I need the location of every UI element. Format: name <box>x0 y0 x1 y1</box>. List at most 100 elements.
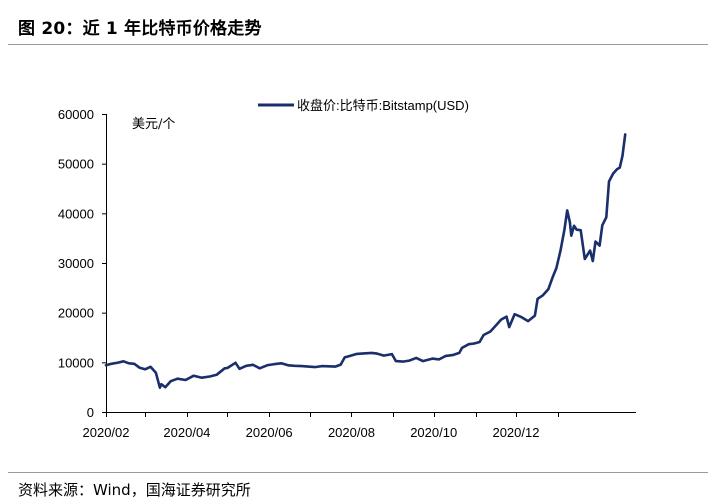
data-point <box>363 352 365 354</box>
data-point <box>327 365 330 367</box>
data-point <box>259 367 261 369</box>
data-point <box>483 334 485 336</box>
data-point <box>621 155 624 157</box>
data-point <box>274 363 276 365</box>
data-point <box>105 364 107 366</box>
data-point <box>624 133 626 135</box>
data-point <box>547 288 549 290</box>
legend-label: 收盘价:比特币:Bitstamp(USD) <box>297 98 469 113</box>
data-point <box>110 363 112 365</box>
data-point <box>402 361 404 363</box>
series-group <box>104 133 627 389</box>
x-tick-label: 2020/04 <box>163 425 210 440</box>
data-point <box>452 354 454 356</box>
data-point <box>527 320 529 322</box>
data-point <box>520 316 523 318</box>
y-tick-label: 10000 <box>58 355 94 370</box>
data-point <box>159 387 161 389</box>
data-point <box>608 180 610 183</box>
data-point <box>216 374 218 376</box>
series-line <box>104 133 627 389</box>
data-point <box>592 260 594 262</box>
data-point <box>395 360 397 362</box>
x-tick-label: 2020/12 <box>492 425 539 440</box>
y-tick-group: 0 10000 20000 30000 40000 50000 60000 <box>58 107 106 420</box>
legend: 收盘价:比特币:Bitstamp(USD) <box>258 98 469 113</box>
y-tick-label: 50000 <box>58 157 94 172</box>
figure-title: 图 20：近 1 年比特币价格走势 <box>18 19 262 39</box>
data-point <box>376 353 378 355</box>
data-point <box>164 386 166 388</box>
data-point <box>176 378 179 380</box>
data-point <box>619 167 621 169</box>
data-point <box>280 362 282 364</box>
data-point <box>340 364 342 366</box>
data-point <box>570 235 572 237</box>
data-point <box>616 168 618 170</box>
data-point <box>267 364 269 366</box>
data-point <box>479 341 481 343</box>
data-point <box>321 365 323 367</box>
x-tick-label: 2020/06 <box>246 425 293 440</box>
data-point <box>209 375 211 378</box>
data-point <box>445 355 447 357</box>
data-point <box>458 352 460 354</box>
data-point <box>238 368 241 370</box>
data-point <box>563 228 566 230</box>
data-point <box>569 221 571 223</box>
data-point <box>555 267 558 269</box>
data-point <box>383 355 385 357</box>
data-point <box>294 365 296 367</box>
data-point <box>584 258 586 260</box>
data-point <box>573 225 575 227</box>
x-tick-label: 2020/10 <box>410 425 457 440</box>
data-point <box>245 365 247 367</box>
source-note: 资料来源：Wind，国海证券研究所 <box>18 481 251 499</box>
data-point <box>314 366 316 368</box>
data-point <box>117 362 119 364</box>
data-point <box>122 360 125 362</box>
data-point <box>356 353 358 355</box>
y-tick-label: 30000 <box>58 256 94 271</box>
data-point <box>505 316 508 318</box>
y-tick-label: 20000 <box>58 306 94 321</box>
data-point <box>489 330 491 333</box>
bottom-divider <box>8 472 708 473</box>
data-point <box>415 357 417 359</box>
data-point <box>408 360 410 362</box>
data-point <box>496 323 498 325</box>
data-point <box>391 353 393 355</box>
data-point <box>461 347 463 349</box>
data-point <box>589 250 591 252</box>
top-divider <box>8 44 708 45</box>
data-point <box>334 366 336 368</box>
data-point <box>576 229 578 231</box>
data-point <box>149 366 152 368</box>
data-point <box>438 358 440 360</box>
data-point <box>252 364 254 366</box>
data-point <box>224 367 226 369</box>
y-tick-label: 40000 <box>58 206 94 221</box>
data-point <box>468 343 470 345</box>
x-tick-label: 2020/02 <box>83 425 130 440</box>
data-point <box>559 250 562 252</box>
data-point <box>537 298 539 300</box>
x-tick-group: 2020/02 2020/04 2020/06 2020/08 2020/10 2020/… <box>83 412 559 440</box>
data-point <box>344 356 346 358</box>
data-point <box>193 375 195 377</box>
data-point <box>144 368 146 370</box>
data-point <box>155 372 157 374</box>
data-point <box>431 358 433 360</box>
data-point <box>170 380 172 382</box>
data-point <box>534 315 536 317</box>
data-point <box>160 383 162 385</box>
data-point <box>594 241 597 243</box>
data-point <box>307 366 309 368</box>
data-point <box>605 216 607 218</box>
data-point <box>599 245 601 247</box>
y-tick-label: 60000 <box>58 107 94 122</box>
data-point <box>139 367 141 369</box>
data-point <box>185 379 187 381</box>
data-point <box>601 224 603 226</box>
